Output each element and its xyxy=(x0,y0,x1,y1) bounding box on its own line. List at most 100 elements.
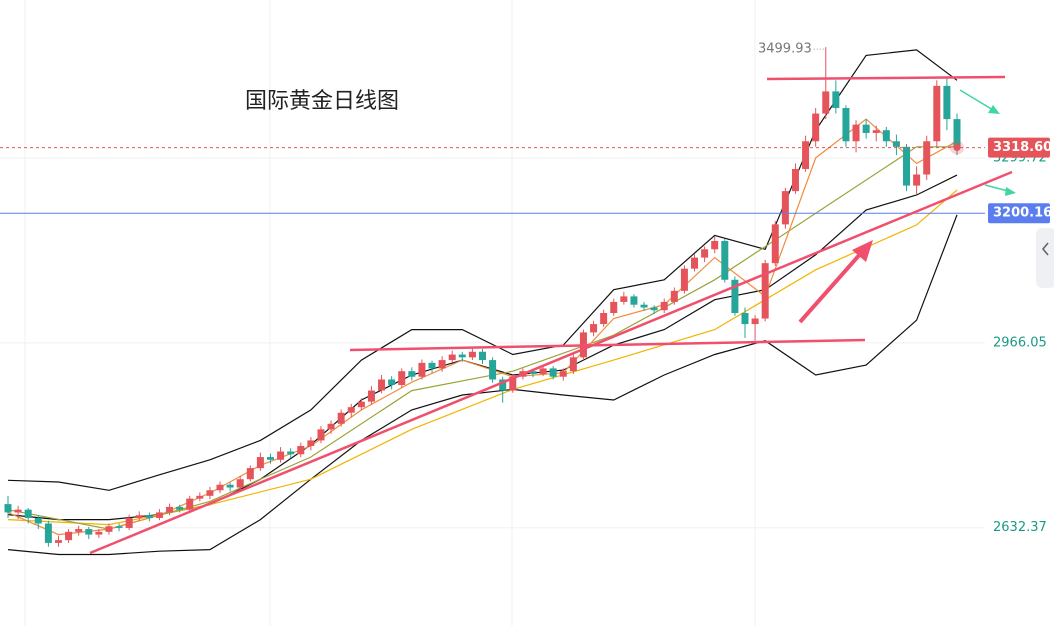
candle-body xyxy=(388,379,396,386)
candle-body xyxy=(297,445,305,455)
candle-body xyxy=(24,509,32,518)
candle-body xyxy=(549,368,557,377)
candle-body xyxy=(266,457,274,460)
candle-body xyxy=(862,124,870,133)
candle-body xyxy=(34,517,42,524)
candle-body xyxy=(590,324,598,333)
candle-body xyxy=(640,304,648,308)
support-line xyxy=(349,338,866,352)
candle-body xyxy=(125,517,133,528)
candle-body xyxy=(913,174,921,186)
candle-body xyxy=(145,515,153,518)
high-label: 3499.93 xyxy=(758,42,812,57)
candle-body xyxy=(680,268,688,291)
candle-body xyxy=(65,531,73,541)
candle-body xyxy=(337,412,345,424)
candle-body xyxy=(812,113,820,142)
candle-body xyxy=(327,423,335,430)
candle-body xyxy=(509,376,517,391)
candle-body xyxy=(277,451,285,460)
indicator-line xyxy=(7,118,958,536)
candle-body xyxy=(398,371,406,386)
chart-title: 国际黄金日线图 xyxy=(245,89,399,114)
candle-body xyxy=(499,379,507,391)
candle-body xyxy=(943,85,951,120)
candle-body xyxy=(822,91,830,114)
candle-body xyxy=(105,526,113,532)
candle-body xyxy=(95,531,103,535)
candle-body xyxy=(842,108,850,142)
candle-body xyxy=(226,484,234,488)
candle-body xyxy=(872,130,880,133)
candle-body xyxy=(781,191,789,225)
candle-body xyxy=(933,85,941,142)
candle-body xyxy=(347,407,355,413)
candle-body xyxy=(630,296,638,305)
candle-body xyxy=(85,529,93,535)
candle-body xyxy=(479,351,486,361)
price-tag xyxy=(988,203,1050,224)
candle-body xyxy=(892,141,900,147)
candle-body xyxy=(559,371,567,377)
candle-body xyxy=(691,257,699,269)
candle-body xyxy=(357,401,365,408)
candle-body xyxy=(771,224,779,264)
drawings xyxy=(89,75,1016,555)
candle-body xyxy=(660,301,668,311)
candle-body xyxy=(903,146,911,186)
candle-body xyxy=(761,263,769,319)
candle-body xyxy=(378,379,386,391)
candle-body xyxy=(953,119,961,148)
candle-body xyxy=(54,540,62,543)
candle-body xyxy=(741,313,749,325)
up-arrow-head xyxy=(852,240,873,262)
candle-body xyxy=(256,457,264,469)
candle-body xyxy=(489,360,497,380)
candle-body xyxy=(458,354,466,358)
candle-body xyxy=(367,390,375,402)
side-arrow xyxy=(984,184,1009,192)
price-tag-label: 3200.16 xyxy=(993,206,1052,221)
last-price-dot xyxy=(953,144,961,152)
candle-body xyxy=(317,429,325,441)
candle-body xyxy=(650,307,658,311)
candle-body xyxy=(196,495,204,499)
candle-body xyxy=(610,301,618,313)
candle-body xyxy=(418,362,426,377)
candle-body xyxy=(428,362,436,369)
candle-body xyxy=(731,279,739,313)
price-tag-label: 3318.60 xyxy=(993,140,1052,155)
candle-body xyxy=(832,91,840,109)
side-panel-tab[interactable] xyxy=(1036,228,1054,288)
candle-body xyxy=(307,440,315,446)
candle-body xyxy=(852,124,860,142)
y-tick-label: 2966.05 xyxy=(993,335,1047,350)
candle-body xyxy=(186,498,194,510)
candle-body xyxy=(791,168,799,192)
candle-body xyxy=(166,506,174,513)
up-arrow xyxy=(798,250,864,324)
candle-body xyxy=(751,318,759,325)
candle-body xyxy=(44,523,52,543)
candle-body xyxy=(802,141,810,169)
candle-body xyxy=(236,479,244,488)
candle-body xyxy=(468,351,476,358)
resistance-line xyxy=(766,75,1006,81)
candle-body xyxy=(14,509,22,513)
indicator-line xyxy=(7,214,958,556)
candle-body xyxy=(701,249,709,258)
candle-body xyxy=(600,313,608,325)
candle-body xyxy=(115,526,123,528)
collapse-icon[interactable] xyxy=(1041,242,1049,256)
candle-body xyxy=(711,240,719,250)
candle-body xyxy=(448,354,456,361)
trend-line xyxy=(89,170,1013,555)
candle-body xyxy=(620,296,628,302)
candle-body xyxy=(670,290,678,302)
plot: 3499.93 xyxy=(0,42,985,556)
candle-body xyxy=(438,360,446,369)
candle-body xyxy=(135,515,143,518)
y-tick-label: 2632.37 xyxy=(993,520,1047,535)
